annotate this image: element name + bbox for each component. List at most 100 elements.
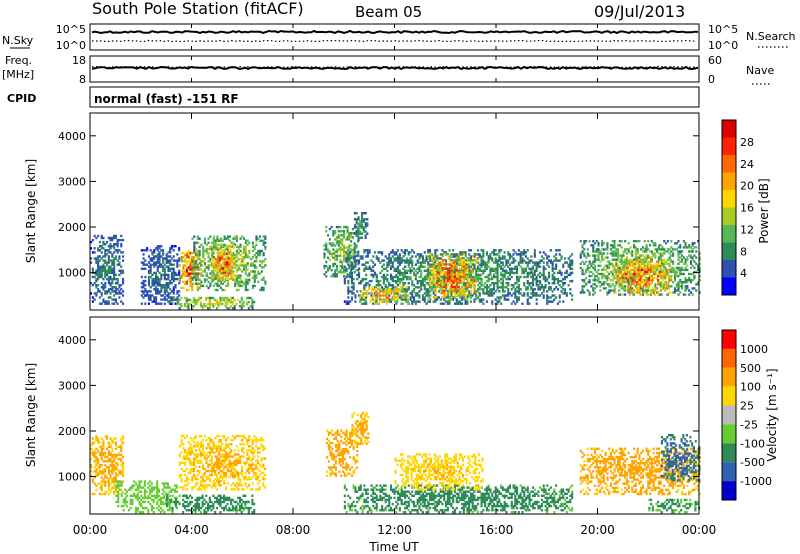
heatmap-cell-2420 [446,296,449,299]
heatmap-cell-1239 [215,265,218,268]
heatmap-cell-3006 [523,269,526,272]
heatmap-cell-1861 [365,273,368,277]
heatmap-cell-3813 [601,242,604,245]
heatmap-cell-3869 [611,283,614,286]
heatmap-cell-1132 [248,241,251,244]
heatmap-cell-1965 [386,273,389,277]
heatmap-cell-4625 [646,260,649,263]
heatmap-cell-2668 [477,273,480,277]
heatmap-cell-4260 [661,248,664,251]
heatmap-cell-3494 [461,261,464,264]
heatmap-cell-3954 [622,285,625,288]
heatmap-cell-1537 [335,250,338,253]
heatmap-cell-23 [93,455,96,459]
heatmap-cell-3524 [466,283,469,286]
heatmap-cell-400 [156,282,159,285]
heatmap-cell-727 [193,274,196,277]
heatmap-cell-2205 [418,261,421,264]
heatmap-cell-4347 [677,287,680,290]
heatmap-cell-799 [205,272,208,275]
heatmap-cell-3717 [586,281,589,284]
heatmap-cell-1279 [224,263,227,266]
heatmap-cell-1530 [335,273,338,276]
heatmap-cell-1577 [341,242,344,245]
heatmap-cell-2552 [462,284,465,287]
heatmap-cell-4367 [679,270,682,274]
heatmap-cell-3203 [555,265,558,268]
heatmap-cell-177 [113,480,116,483]
velocity-heatmap-cells [90,411,701,514]
heatmap-cell-2172 [413,251,416,254]
heatmap-cell-4617 [644,266,647,270]
heatmap-cell-22 [93,247,96,250]
heatmap-cell-2079 [402,298,405,301]
heatmap-cell-1265 [220,255,223,258]
heatmap-cell-4526 [626,274,629,278]
heatmap-cell-3633 [387,288,390,291]
heatmap-cell-1394 [212,305,215,308]
heatmap-cell-1585 [343,266,346,270]
heatmap-cell-465 [163,292,166,295]
heatmap-cell-4263 [663,285,666,288]
heatmap-cell-3757 [593,287,596,290]
heatmap-cell-4357 [677,254,680,257]
heatmap-cell-926 [221,264,224,267]
heatmap-cell-710 [198,256,201,259]
heatmap-cell-2985 [519,259,522,262]
heatmap-cell-158 [111,478,114,481]
heatmap-cell-3080 [533,255,536,258]
heatmap-cell-1573 [341,262,344,266]
heatmap-cell-4430 [689,279,692,282]
heatmap-cell-134 [106,240,109,244]
heatmap-cell-2675 [477,249,480,252]
heatmap-cell-4399 [684,281,687,284]
heatmap-cell-3286 [427,265,430,268]
heatmap-cell-2976 [517,263,520,266]
heatmap-cell-601 [182,286,185,290]
heatmap-cell-3081 [533,253,536,256]
heatmap-cell-2058 [398,269,401,272]
heatmap-cell-128 [107,480,110,483]
freq-panel: Freq. [MHz] 18 8 60 0 Nave [2,54,774,86]
power-colorbar-label: Power [dB] [757,178,771,243]
heatmap-cell-1937 [381,265,384,268]
heatmap-cell-518 [169,267,172,270]
heatmap-cell-3282 [427,297,430,301]
heatmap-cell-2474 [453,288,456,291]
heatmap-cell-3590 [371,296,374,299]
heatmap-cell-1058 [239,284,242,288]
heatmap-cell-2861 [501,279,504,283]
heatmap-cell-1064 [239,268,242,271]
heatmap-cell-3676 [406,298,409,301]
heatmap-cell-3305 [432,281,435,284]
heatmap-cell-2138 [409,277,412,281]
heatmap-cell-48 [97,261,100,264]
heatmap-cell-2262 [425,255,428,258]
heatmap-cell-676 [193,272,196,275]
heatmap-cell-3421 [450,265,453,268]
heatmap-cell-476 [163,263,166,266]
heatmap-cell-3447 [454,261,457,264]
heatmap-cell-1129 [248,256,251,259]
heatmap-cell-3210 [556,288,559,291]
heatmap-cell-1410 [221,302,224,306]
heatmap-cell-1033 [235,270,238,273]
heatmap-cell-1499 [330,252,333,255]
heatmap-cell-2486 [453,253,456,256]
heatmap-cell-2072 [400,277,403,281]
heatmap-cell-3298 [431,279,434,282]
heatmap-cell-2211 [420,284,423,287]
heatmap-cell-387 [155,277,158,281]
heatmap-cell-1106 [244,253,247,257]
heatmap-cell-4346 [677,289,680,292]
heatmap-cell-2243 [423,277,426,281]
heatmap-cell-4195 [652,254,655,257]
heatmap-cell-509 [167,251,170,254]
heatmap-cell-197 [114,472,117,475]
heatmap-cell-2600 [468,273,471,277]
heatmap-cell-25 [95,292,98,295]
heatmap-cell-1312 [229,253,232,256]
heatmap-cell-594 [180,276,183,279]
heatmap-cell-1744 [343,282,346,285]
heatmap-cell-1087 [243,258,246,261]
